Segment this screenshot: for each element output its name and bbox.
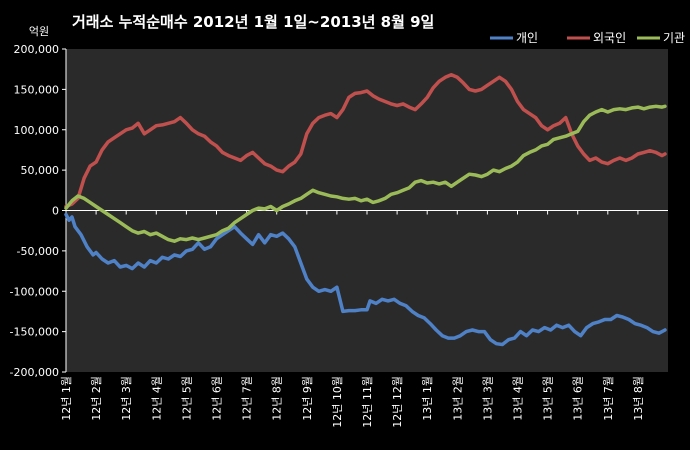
series-line-2 (64, 104, 667, 243)
x-tick-label: 13년 1월 (421, 376, 434, 421)
x-tick-label: 13년 3월 (481, 376, 494, 421)
x-tick-label: 12년 2월 (90, 376, 103, 421)
x-tick-label: 13년 7월 (602, 376, 615, 421)
x-tick-label: 12년 3월 (120, 376, 133, 421)
x-tick-label: 13년 4월 (512, 376, 525, 421)
x-tick-label: 12년 12월 (391, 376, 404, 428)
x-tick-label: 12년 10월 (331, 376, 344, 428)
series-line-0 (64, 212, 667, 347)
y-tick-label: 0 (52, 205, 59, 218)
x-tick-label: 12년 1월 (60, 376, 73, 421)
y-tick-label: 150,000 (14, 83, 60, 96)
x-tick-label: 12년 5월 (180, 376, 193, 421)
y-tick-label: -100,000 (10, 285, 59, 298)
y-tick-label: -200,000 (10, 366, 59, 379)
x-tick-label: 12년 8월 (271, 376, 284, 421)
legend-label: 외국인 (593, 31, 626, 45)
x-tick-label: 13년 2월 (451, 376, 464, 421)
y-ticks: 200,000 150,000 100,000 50,000 0 -50,000 -100,… (10, 43, 66, 379)
series-group (64, 73, 667, 347)
x-tick-label: 13년 8월 (632, 376, 645, 421)
x-tick-label: 13년 6월 (572, 376, 585, 421)
x-tick-label: 12년 6월 (211, 376, 224, 421)
x-tick-label: 13년 5월 (542, 376, 555, 421)
y-tick-label: 50,000 (21, 164, 60, 177)
series-line-1 (64, 73, 667, 209)
y-tick-label: -50,000 (17, 245, 59, 258)
chart-title: 거래소 누적순매수 2012년 1월 1일~2013년 8월 9일 (72, 13, 434, 31)
y-tick-label: 100,000 (14, 124, 60, 137)
y-axis-label: 억원 (29, 25, 49, 38)
x-tick-label: 12년 11월 (361, 376, 374, 428)
x-tick-label: 12년 9월 (301, 376, 314, 421)
legend-label: 기관 (663, 31, 685, 45)
x-tick-label: 12년 4월 (150, 376, 163, 421)
y-tick-label: -150,000 (10, 326, 59, 339)
legend-label: 개인 (516, 31, 538, 45)
x-ticks: 12년 1월 12년 2월 12년 3월 12년 4월 12년 5월 12년 6월 12년 … (60, 210, 645, 428)
x-tick-label: 12년 7월 (241, 376, 254, 421)
legend: 개인 외국인 기관 (490, 31, 685, 45)
y-tick-label: 200,000 (14, 43, 60, 56)
